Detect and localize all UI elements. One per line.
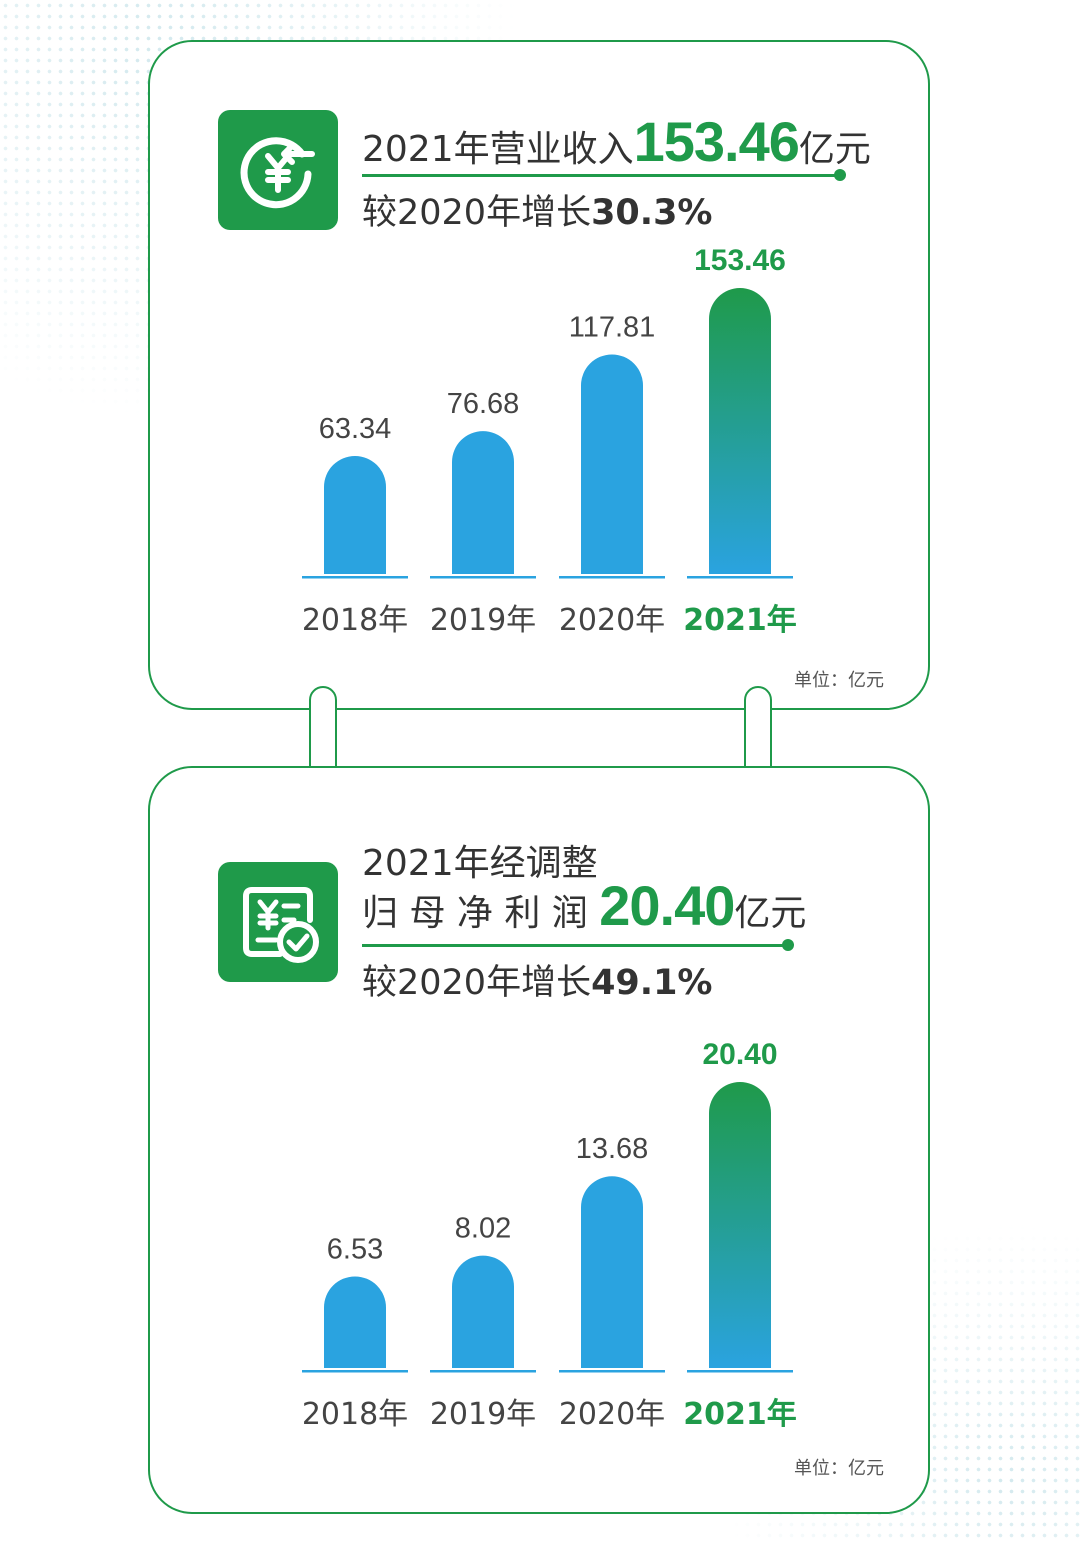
category-label: 2020年 [559, 603, 665, 638]
revenue-headline: 2021年营业收入153.46亿元 [362, 114, 871, 170]
revenue-growth: 较2020年增长30.3% [362, 196, 713, 231]
bar-profit-1 [452, 1255, 514, 1368]
profit-growth: 较2020年增长49.1% [362, 966, 713, 1001]
revenue-divider [362, 169, 846, 180]
axis-segment [430, 1370, 536, 1373]
bar-revenue-0 [324, 455, 386, 574]
bar-profit-0 [324, 1276, 386, 1368]
bar-revenue-3 [709, 288, 771, 574]
profit-headline: 归 母 净 利 润 20.40亿元 [362, 878, 806, 934]
bar-revenue-1 [452, 431, 514, 574]
profit-headline-value: 20.40 [599, 874, 735, 937]
axis-segment [302, 576, 408, 579]
revenue-bar-chart: 63.34 2018年 76.68 2019年 117.81 2020年 153.46 202… [302, 244, 797, 638]
yuan-document-check-icon [218, 862, 338, 982]
category-label: 2020年 [559, 1397, 665, 1432]
axis-segment [559, 1370, 665, 1373]
bar-value-label: 6.53 [327, 1233, 383, 1265]
axis-segment [687, 1370, 793, 1373]
profit-growth-prefix: 较2020年增长 [362, 963, 592, 1003]
axis-segment [430, 576, 536, 579]
profit-unit-note: 单位：亿元 [794, 1458, 884, 1479]
bar-value-label: 117.81 [569, 311, 656, 343]
axis-segment [687, 576, 793, 579]
profit-divider [362, 939, 794, 950]
revenue-headline-prefix: 2021年营业收入 [362, 129, 634, 170]
yuan-document-check-icon-graphic [243, 887, 319, 963]
revenue-growth-prefix: 较2020年增长 [362, 193, 592, 233]
category-label: 2018年 [302, 603, 408, 638]
profit-bar-chart: 6.53 2018年 8.02 2019年 13.68 2020年 20.40 2021年 [302, 1038, 797, 1432]
profit-panel: 2021年经调整 归 母 净 利 润 20.40亿元 较2020年增长49.1%… [148, 766, 930, 1514]
revenue-growth-value: 30.3% [591, 193, 713, 233]
profit-growth-value: 49.1% [591, 963, 713, 1003]
revenue-headline-unit: 亿元 [798, 129, 871, 170]
yuan-income-icon [218, 110, 338, 230]
category-label: 2021年 [683, 1397, 797, 1432]
bar-value-label: 8.02 [455, 1213, 511, 1245]
axis-segment [559, 576, 665, 579]
category-label: 2021年 [683, 603, 797, 638]
bar-value-label: 76.68 [447, 388, 520, 420]
category-label: 2018年 [302, 1397, 408, 1432]
profit-headline-line1: 2021年经调整 [362, 843, 598, 884]
revenue-headline-value: 153.46 [633, 110, 800, 173]
yuan-income-icon-graphic [240, 137, 315, 209]
axis-segment [302, 1370, 408, 1373]
revenue-unit-note: 单位：亿元 [794, 670, 884, 691]
revenue-panel: 2021年营业收入153.46亿元 较2020年增长30.3% 63.34 201… [148, 40, 930, 710]
bar-revenue-2 [581, 354, 643, 574]
profit-headline-prefix: 归 母 净 利 润 [362, 893, 588, 934]
bar-profit-2 [581, 1176, 643, 1368]
bar-value-label: 63.34 [319, 413, 392, 445]
bar-value-label: 20.40 [702, 1038, 777, 1071]
bar-value-label: 13.68 [576, 1133, 649, 1165]
category-label: 2019年 [430, 603, 536, 638]
bar-value-label: 153.46 [694, 244, 786, 277]
category-label: 2019年 [430, 1397, 536, 1432]
bar-profit-3 [709, 1082, 771, 1368]
profit-headline-unit: 亿元 [734, 893, 807, 934]
